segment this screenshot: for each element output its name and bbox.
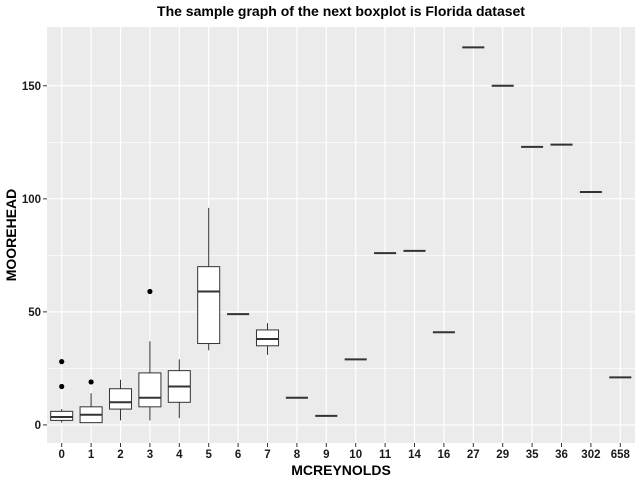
x-axis-title: MCREYNOLDS (291, 462, 391, 478)
x-tick-label: 35 (526, 449, 539, 461)
y-axis-ticks: 0 50 100 150 (22, 81, 47, 432)
box-body (108, 388, 133, 410)
x-tick-label: 302 (581, 449, 600, 461)
box-1 (79, 379, 103, 424)
plot-panel (47, 27, 635, 443)
boxes (50, 46, 632, 424)
box-body (50, 410, 74, 421)
x-tick-label: 6 (235, 449, 241, 461)
outlier-point (59, 383, 65, 390)
box-5 (197, 207, 221, 351)
box-body (138, 372, 162, 408)
box-0 (50, 359, 74, 423)
box-4 (167, 359, 191, 419)
x-tick-label: 0 (58, 449, 64, 461)
box-7 (255, 323, 280, 355)
x-tick-label: 2 (117, 449, 123, 461)
x-tick-label: 658 (611, 449, 631, 461)
x-tick-label: 8 (294, 449, 301, 461)
x-tick-label: 5 (205, 449, 212, 461)
x-tick-label: 27 (467, 449, 480, 461)
x-tick-label: 10 (349, 449, 362, 461)
x-tick-label: 16 (438, 449, 451, 461)
y-tick-label: 0 (35, 420, 41, 432)
box-body (255, 329, 280, 347)
outlier-point (147, 288, 153, 295)
y-tick-label: 50 (28, 307, 41, 319)
x-tick-label: 7 (264, 449, 270, 461)
x-tick-label: 29 (496, 449, 509, 461)
y-tick-label: 150 (22, 81, 41, 93)
x-tick-label: 1 (88, 449, 95, 461)
x-tick-label: 4 (176, 449, 183, 461)
x-tick-label: 36 (555, 449, 568, 461)
y-axis-title: MOOREHEAD (3, 189, 19, 282)
outlier-point (88, 379, 94, 385)
x-tick-label: 9 (323, 449, 329, 461)
box-body (197, 266, 221, 345)
x-tick-label: 3 (147, 449, 153, 461)
chart-title: The sample graph of the next boxplot is … (157, 3, 525, 19)
y-tick-label: 100 (22, 194, 41, 206)
x-tick-label: 11 (379, 449, 392, 461)
box-3 (138, 288, 162, 421)
box-2 (108, 379, 133, 421)
x-tick-label: 14 (408, 449, 421, 461)
outlier-point (59, 359, 65, 365)
x-axis-ticks: 0 1 2 3 4 5 6 7 8 9 10 11 14 16 27 29 35 36 302 658 (58, 443, 630, 461)
